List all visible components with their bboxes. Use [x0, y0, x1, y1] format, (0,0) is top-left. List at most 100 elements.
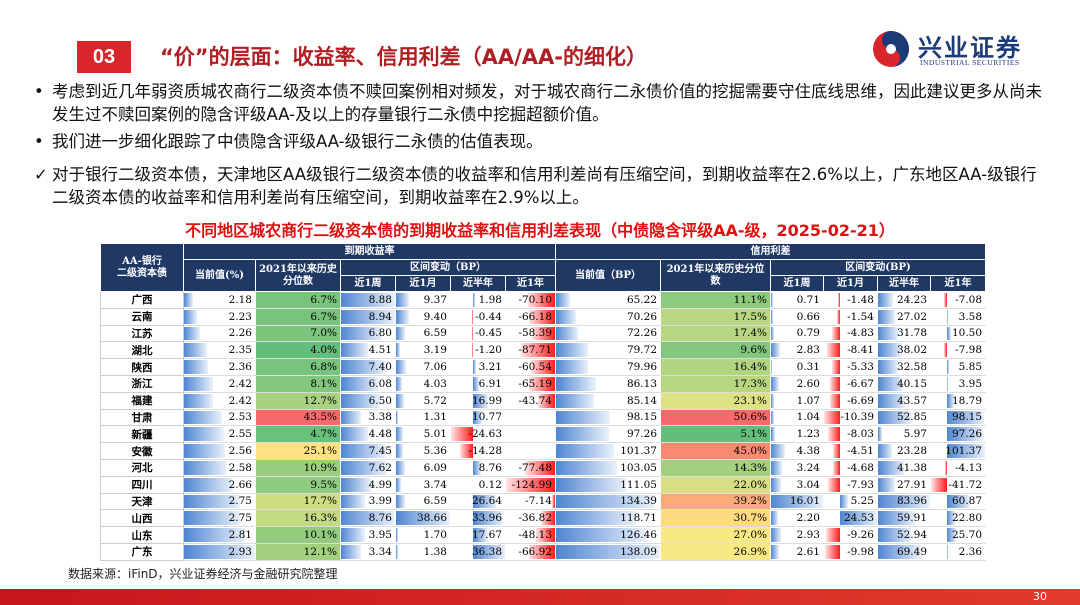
data-bar — [946, 376, 949, 391]
value-cell: 6.7% — [255, 307, 341, 326]
heat-fill — [256, 376, 340, 392]
cell-text: -7.98 — [955, 344, 983, 357]
value-cell: -10.39 — [823, 408, 878, 427]
cell-text: -48.13 — [518, 529, 552, 542]
data-bar — [771, 293, 774, 307]
data-bar — [341, 511, 394, 526]
data-bar — [771, 326, 774, 341]
data-bar — [184, 376, 214, 391]
cell-text: -4.51 — [847, 445, 874, 458]
cell-text: -7.08 — [955, 293, 983, 306]
data-bar — [771, 444, 786, 458]
data-bar — [946, 528, 957, 542]
cell-text: 5.72 — [423, 394, 447, 407]
cell-text: -5.33 — [847, 361, 874, 374]
data-bar — [771, 494, 823, 509]
value-cell: 5.1% — [660, 425, 771, 444]
cell-text: 2.81 — [228, 529, 252, 542]
header-row: 近1周 近1月 近半年 近1年 近1周 近1月 近半年 近1年 — [101, 275, 987, 292]
data-bar — [878, 528, 911, 542]
value-cell: -66.18 — [505, 307, 556, 326]
heat-fill — [256, 494, 340, 509]
data-bar — [532, 326, 555, 341]
value-cell: 1.07 — [770, 391, 824, 410]
cell-text: 0.31 — [796, 361, 820, 374]
cell-text: 4.7% — [310, 428, 337, 441]
data-bar — [824, 410, 840, 425]
cell-text: 16.01 — [789, 495, 820, 508]
heat-fill — [661, 326, 770, 341]
value-cell: -1.48 — [823, 291, 878, 309]
cell-text: 16.99 — [471, 394, 502, 407]
cell-text: 30.7% — [733, 512, 767, 525]
cell-text: 65.22 — [626, 293, 657, 306]
region-cell: 云南 — [100, 307, 184, 326]
corner-line: AA-银行 — [122, 255, 162, 267]
value-cell: 1.31 — [395, 408, 451, 427]
value-cell: 6.91 — [450, 374, 506, 393]
cell-text: -4.68 — [847, 461, 874, 474]
cell-text: -8.41 — [847, 344, 874, 357]
region-cell: 陕西 — [100, 358, 184, 376]
data-bar — [540, 511, 555, 526]
value-cell: 118.71 — [555, 509, 661, 528]
cell-text: 2.58 — [228, 461, 252, 474]
value-cell: 17.3% — [660, 374, 771, 393]
data-bar — [184, 393, 214, 408]
cell-text: 25.1% — [303, 445, 337, 458]
data-bar — [556, 293, 570, 307]
data-bar — [471, 343, 473, 358]
value-cell: 6.08 — [340, 374, 396, 393]
value-cell: 7.45 — [340, 442, 396, 460]
data-bar — [184, 460, 227, 475]
cell-text: -60.54 — [518, 361, 552, 374]
cell-text: 1.98 — [478, 293, 502, 306]
value-cell: 0.79 — [770, 324, 824, 343]
cell-text: 5.97 — [903, 428, 927, 441]
value-cell: 4.03 — [395, 374, 451, 393]
cell-text: 2.23 — [228, 310, 252, 323]
bullet: ✓ 对于银行二级资本债，天津地区AA级银行二级资本债的收益率和信用利差尚有压缩空间… — [34, 163, 1046, 209]
cell-text: -4.83 — [847, 327, 874, 340]
value-cell: 2.58 — [183, 458, 256, 477]
data-bar — [946, 544, 948, 559]
cell-text: 41.38 — [896, 461, 927, 474]
cell-text: 8.1% — [310, 377, 337, 390]
cell-text: 23.1% — [733, 394, 767, 407]
data-bar — [472, 460, 481, 475]
data-bar — [878, 544, 922, 559]
cell-text: 2.75 — [228, 512, 252, 525]
cell-text: 5.85 — [958, 361, 983, 374]
bullet: • 我们进一步细化跟踪了中债隐含评级AA-级银行二永债的估值表现。 — [34, 130, 1046, 153]
cell-text: 79.72 — [626, 344, 657, 357]
bullet-text: 我们进一步细化跟踪了中债隐含评级AA-级银行二永债的估值表现。 — [52, 132, 543, 151]
data-bar — [341, 360, 386, 374]
data-bar — [396, 427, 403, 442]
data-bar — [878, 326, 898, 341]
cell-text: 1.31 — [423, 411, 447, 424]
cell-text: 118.71 — [620, 512, 657, 525]
page-number: 30 — [1033, 590, 1047, 603]
cell-text: 3.24 — [796, 461, 820, 474]
value-cell: -6.67 — [823, 374, 878, 393]
data-bar — [341, 376, 378, 391]
data-bar — [341, 410, 362, 425]
cell-text: -1.48 — [847, 293, 874, 306]
heat-fill — [256, 326, 340, 341]
heat-fill — [256, 426, 340, 442]
region-cell: 江苏 — [100, 324, 184, 343]
header-row: AA-银行 二级资本债 到期收益率 信用利差 — [100, 243, 987, 292]
value-cell: -1.20 — [450, 341, 506, 360]
data-bar — [878, 460, 904, 475]
cell-text: 2.20 — [796, 512, 820, 525]
value-cell: -4.51 — [823, 442, 878, 460]
value-cell: 1.98 — [450, 291, 506, 309]
cell-text: 3.58 — [958, 310, 983, 323]
value-cell: 79.72 — [555, 341, 661, 360]
bullet-text: 考虑到近几年弱资质城农商行二级资本债不赎回案例相对频发，对于城农商行二永债价值的… — [52, 82, 1042, 124]
data-bar — [472, 544, 505, 559]
cell-text: 32.58 — [896, 361, 927, 374]
value-cell: 2.81 — [183, 526, 256, 544]
cell-text: 4.51 — [368, 344, 392, 357]
value-cell: 103.05 — [555, 458, 661, 477]
